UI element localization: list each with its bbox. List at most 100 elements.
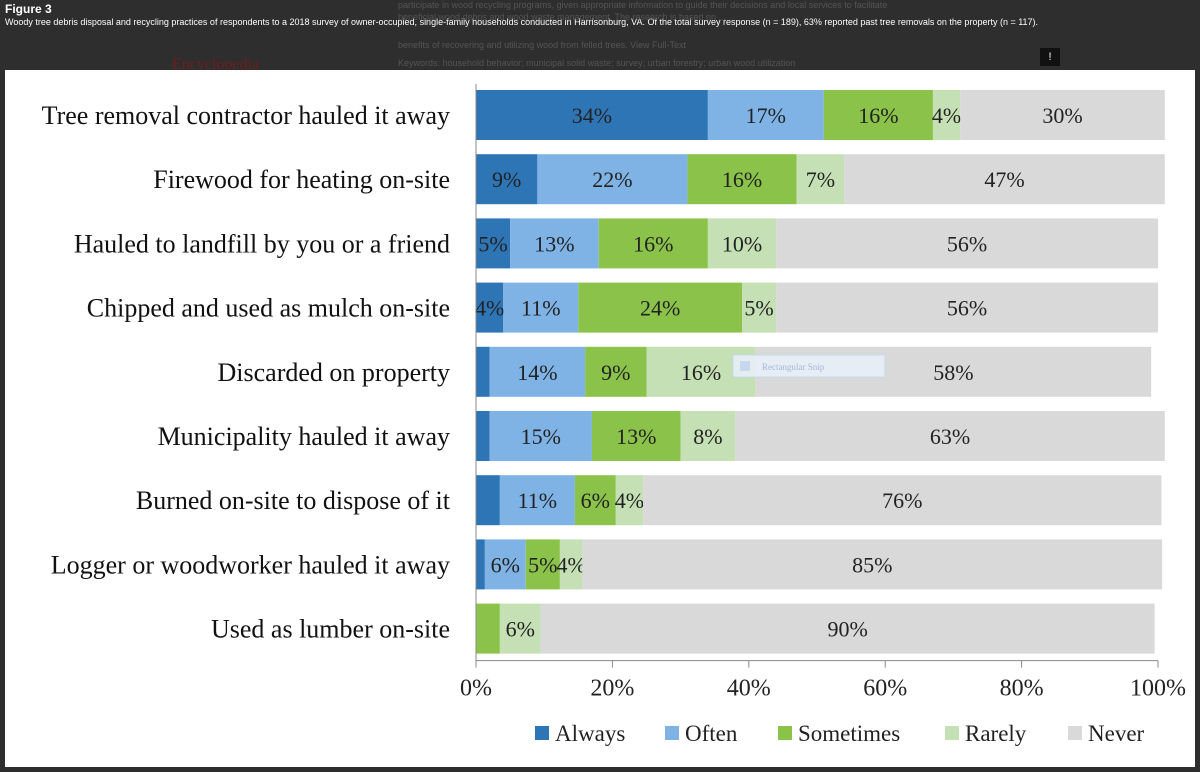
bar-segment-always: [476, 411, 490, 461]
data-label: 8%: [693, 424, 722, 449]
legend-label: Often: [685, 721, 738, 746]
background-text-line: Keywords: household behavior; municipal …: [398, 58, 796, 68]
data-label: 5%: [528, 552, 557, 577]
category-label: Used as lumber on-site: [211, 615, 450, 644]
bar-segment-often: [484, 539, 526, 590]
data-label: 58%: [933, 360, 973, 385]
data-label: 85%: [852, 552, 892, 577]
bar-segment-sometimes: [591, 411, 681, 461]
notification-badge[interactable]: !: [1040, 48, 1060, 66]
bar-segment-rarely: [741, 282, 777, 333]
x-tick-label: 80%: [1000, 676, 1044, 702]
x-axis: 0% 20% 40% 60% 80% 100%: [460, 84, 1186, 702]
data-label: 15%: [521, 424, 561, 449]
bar-segment-never: [582, 539, 1163, 590]
data-label: 7%: [806, 167, 835, 192]
bar-segment-never: [776, 282, 1158, 333]
category-label: Firewood for heating on-site: [153, 165, 450, 194]
data-label: 11%: [521, 296, 561, 321]
legend-label: Sometimes: [798, 721, 900, 746]
bar-segment-always: [476, 218, 511, 269]
bar-segment-often: [489, 411, 592, 461]
chart-panel: 34% 17% 16% 4% 30% 9% 22% 16% 7% 47% 5% 13% 16% 10% 56…: [5, 70, 1195, 767]
data-label: 4%: [615, 488, 644, 513]
bar-segment-always: [476, 475, 500, 526]
bar-segment-rarely: [499, 603, 541, 654]
category-label: Burned on-site to dispose of it: [136, 486, 451, 515]
bar-segment-never: [844, 154, 1165, 205]
legend-swatch-rarely: [945, 726, 959, 740]
data-label: 63%: [930, 424, 970, 449]
bar-segment-never: [776, 218, 1158, 269]
legend-swatch-never: [1068, 726, 1082, 740]
category-label: Discarded on property: [218, 358, 450, 387]
bar-segment-rarely: [707, 218, 777, 269]
data-label: 4%: [556, 552, 585, 577]
data-label: 10%: [722, 231, 762, 256]
figure-header: Figure 3 Woody tree debris disposal and …: [0, 0, 1200, 73]
data-label: 6%: [491, 552, 520, 577]
bar-segment-always: [476, 90, 708, 140]
data-label: 76%: [882, 488, 922, 513]
data-label: 5%: [478, 231, 507, 256]
data-label: 16%: [722, 167, 762, 192]
x-tick-label: 0%: [460, 676, 492, 702]
bar-segment-often: [499, 475, 575, 526]
legend-swatch-sometimes: [778, 726, 792, 740]
data-label: 16%: [633, 231, 673, 256]
bar-segment-sometimes: [598, 218, 708, 269]
data-label: 4%: [932, 103, 961, 128]
bar-segment-rarely: [559, 539, 583, 590]
background-encyclopedia-link[interactable]: Encyclopedia: [172, 56, 260, 73]
snip-overlay: Rectangular Snip: [732, 354, 886, 378]
bar-segment-never: [735, 411, 1165, 461]
figure-label: Figure 3: [5, 2, 52, 16]
data-label: 11%: [518, 488, 558, 513]
snip-overlay-label: Rectangular Snip: [762, 362, 825, 372]
bar-segment-always: [476, 539, 485, 590]
bar-segment-often: [537, 154, 688, 205]
data-label: 4%: [475, 296, 504, 321]
data-label: 17%: [746, 103, 786, 128]
bar-segment-sometimes: [525, 539, 560, 590]
legend-label: Always: [555, 721, 625, 746]
category-label: Tree removal contractor hauled it away: [42, 101, 450, 130]
bar-segment-sometimes: [578, 282, 742, 333]
bar-segment-rarely: [615, 475, 644, 526]
data-label: 16%: [858, 103, 898, 128]
data-label: 9%: [601, 360, 630, 385]
category-label: Hauled to landfill by you or a friend: [74, 229, 450, 258]
bar-segment-rarely: [680, 411, 736, 461]
data-label: 56%: [947, 296, 987, 321]
bar-segment-rarely: [796, 154, 845, 205]
legend: Always Often Sometimes Rarely Never: [535, 721, 1145, 746]
data-label: 47%: [984, 167, 1024, 192]
bar-segment-often: [707, 90, 824, 140]
data-label: 14%: [517, 360, 557, 385]
data-label: 6%: [581, 488, 610, 513]
data-label: 6%: [506, 617, 535, 642]
bar-segment-sometimes: [687, 154, 797, 205]
bar-segment-never: [540, 603, 1155, 654]
background-text-line: beneficial wood debris and wood waste ma…: [398, 12, 727, 22]
x-tick-label: 60%: [863, 676, 907, 702]
data-label: 34%: [572, 103, 612, 128]
x-tick-label: 20%: [590, 676, 634, 702]
category-label: Logger or woodworker hauled it away: [51, 550, 450, 579]
bar-segment-sometimes: [585, 346, 647, 397]
data-label: 5%: [744, 296, 773, 321]
bar-segment-sometimes: [574, 475, 616, 526]
bar-segment-often: [503, 282, 579, 333]
background-text-line: participate in wood recycling programs, …: [398, 0, 888, 10]
bar-segment-often: [510, 218, 599, 269]
data-label: 13%: [616, 424, 656, 449]
bar-segment-sometimes: [823, 90, 933, 140]
figure-caption: Woody tree debris disposal and recycling…: [5, 17, 1039, 27]
data-label: 9%: [492, 167, 521, 192]
x-tick-label: 40%: [727, 676, 771, 702]
bar-segment-never: [643, 475, 1162, 526]
data-label: 22%: [592, 167, 632, 192]
category-label: Chipped and used as mulch on-site: [87, 294, 450, 323]
data-label: 90%: [828, 617, 868, 642]
category-label: Municipality hauled it away: [158, 422, 450, 451]
